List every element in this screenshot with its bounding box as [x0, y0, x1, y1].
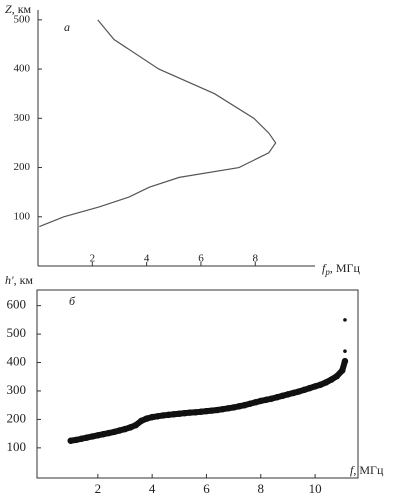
panel-label: а	[64, 20, 70, 34]
plot-frame	[36, 289, 359, 479]
y-tick-label: 500	[7, 325, 27, 340]
y-tick-label: 100	[7, 439, 27, 454]
x-tick-label: 6	[198, 253, 204, 265]
x-label-subscript: p	[324, 267, 330, 277]
trace-segment	[339, 358, 348, 374]
y-tick-label: 500	[14, 13, 31, 25]
y-tick-label: 300	[7, 382, 27, 397]
data-point	[343, 349, 347, 353]
x-tick-label: 8	[258, 481, 265, 496]
y-tick-label: 400	[14, 63, 31, 75]
profile-curve	[39, 19, 277, 228]
x-label-symbol: f	[350, 463, 355, 477]
x-tick-label: 4	[149, 481, 156, 496]
x-tick-label: 2	[90, 253, 96, 265]
x-tick-label: 2	[95, 481, 102, 496]
y-tick-label: 200	[7, 410, 27, 425]
y-tick-label: 300	[14, 112, 31, 124]
y-label-unit: , км	[14, 273, 34, 287]
y-axis-label: Z, км	[5, 2, 32, 16]
y-label-symbol: Z	[5, 2, 12, 16]
x-label-unit: , МГц	[353, 463, 384, 477]
y-label-symbol: h'	[5, 273, 14, 287]
x-tick-label: 8	[253, 253, 259, 265]
data-point	[343, 318, 347, 322]
x-axis-label: fp, МГц	[322, 261, 360, 277]
y-label-unit: , км	[12, 2, 32, 16]
x-label-symbol: f	[322, 261, 327, 275]
y-tick-label: 400	[7, 354, 27, 369]
x-tick-label: 10	[309, 481, 322, 496]
x-tick-label: 4	[144, 253, 150, 265]
y-tick-label: 200	[14, 161, 31, 173]
y-axis-label: h', км	[5, 273, 33, 287]
x-label-unit: , МГц	[330, 261, 361, 275]
x-tick-label: 6	[203, 481, 210, 496]
panel-label: б	[69, 294, 76, 308]
x-axis-label: f, МГц	[350, 463, 384, 477]
y-tick-label: 100	[14, 210, 31, 222]
y-tick-label: 600	[7, 297, 27, 312]
